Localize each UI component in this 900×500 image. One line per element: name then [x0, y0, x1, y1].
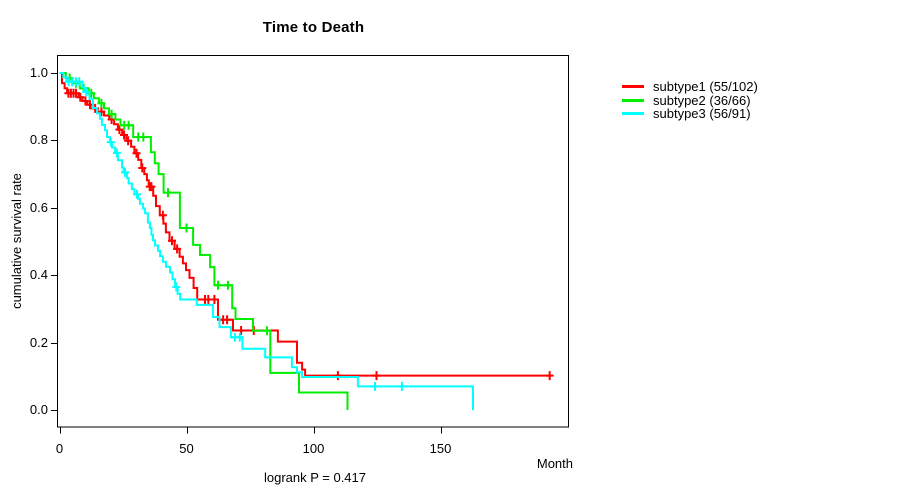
page-title: Time to Death: [262, 19, 365, 36]
y-tick-label: 0.8: [29, 132, 48, 148]
y-axis-label: cumulative survival rate: [9, 173, 24, 309]
legend-label: subtype3 (56/91): [653, 106, 751, 122]
legend-label: subtype2 (36/66): [653, 92, 751, 108]
y-tick-label: 0.0: [29, 402, 48, 417]
logrank-p-value: logrank P = 0.417: [263, 470, 367, 485]
y-tick-label: 0.4: [29, 267, 48, 283]
legend-item-subtype2: subtype2 (36/66): [622, 94, 758, 108]
x-tick-label: 150: [429, 441, 452, 456]
legend-label: subtype1 (55/102): [653, 79, 758, 95]
x-axis-label: Month: [536, 456, 573, 471]
plot-legend: subtype1 (55/102) subtype2 (36/66) subty…: [622, 80, 758, 121]
x-tick-label: 100: [302, 441, 325, 456]
legend-item-subtype3: subtype3 (56/91): [622, 107, 758, 121]
subtype1-line-swatch: [622, 85, 644, 89]
subtype2-line-swatch: [622, 98, 644, 102]
series-subtype1-censor-marks: [64, 88, 554, 381]
y-tick-label: 1.0: [29, 65, 48, 80]
series-subtype1-curve: [59, 72, 550, 377]
x-tick-label: 50: [179, 441, 194, 456]
series-subtype3-censor-marks: [64, 77, 406, 391]
y-tick-label: 0.6: [29, 199, 48, 215]
y-tick-label: 0.2: [29, 334, 48, 350]
legend-item-subtype1: subtype1 (55/102): [622, 80, 758, 94]
x-tick-label: 0: [55, 441, 64, 456]
series-subtype3-curve: [59, 72, 474, 410]
subtype3-line-swatch: [622, 112, 644, 116]
plot-box: [57, 55, 569, 428]
